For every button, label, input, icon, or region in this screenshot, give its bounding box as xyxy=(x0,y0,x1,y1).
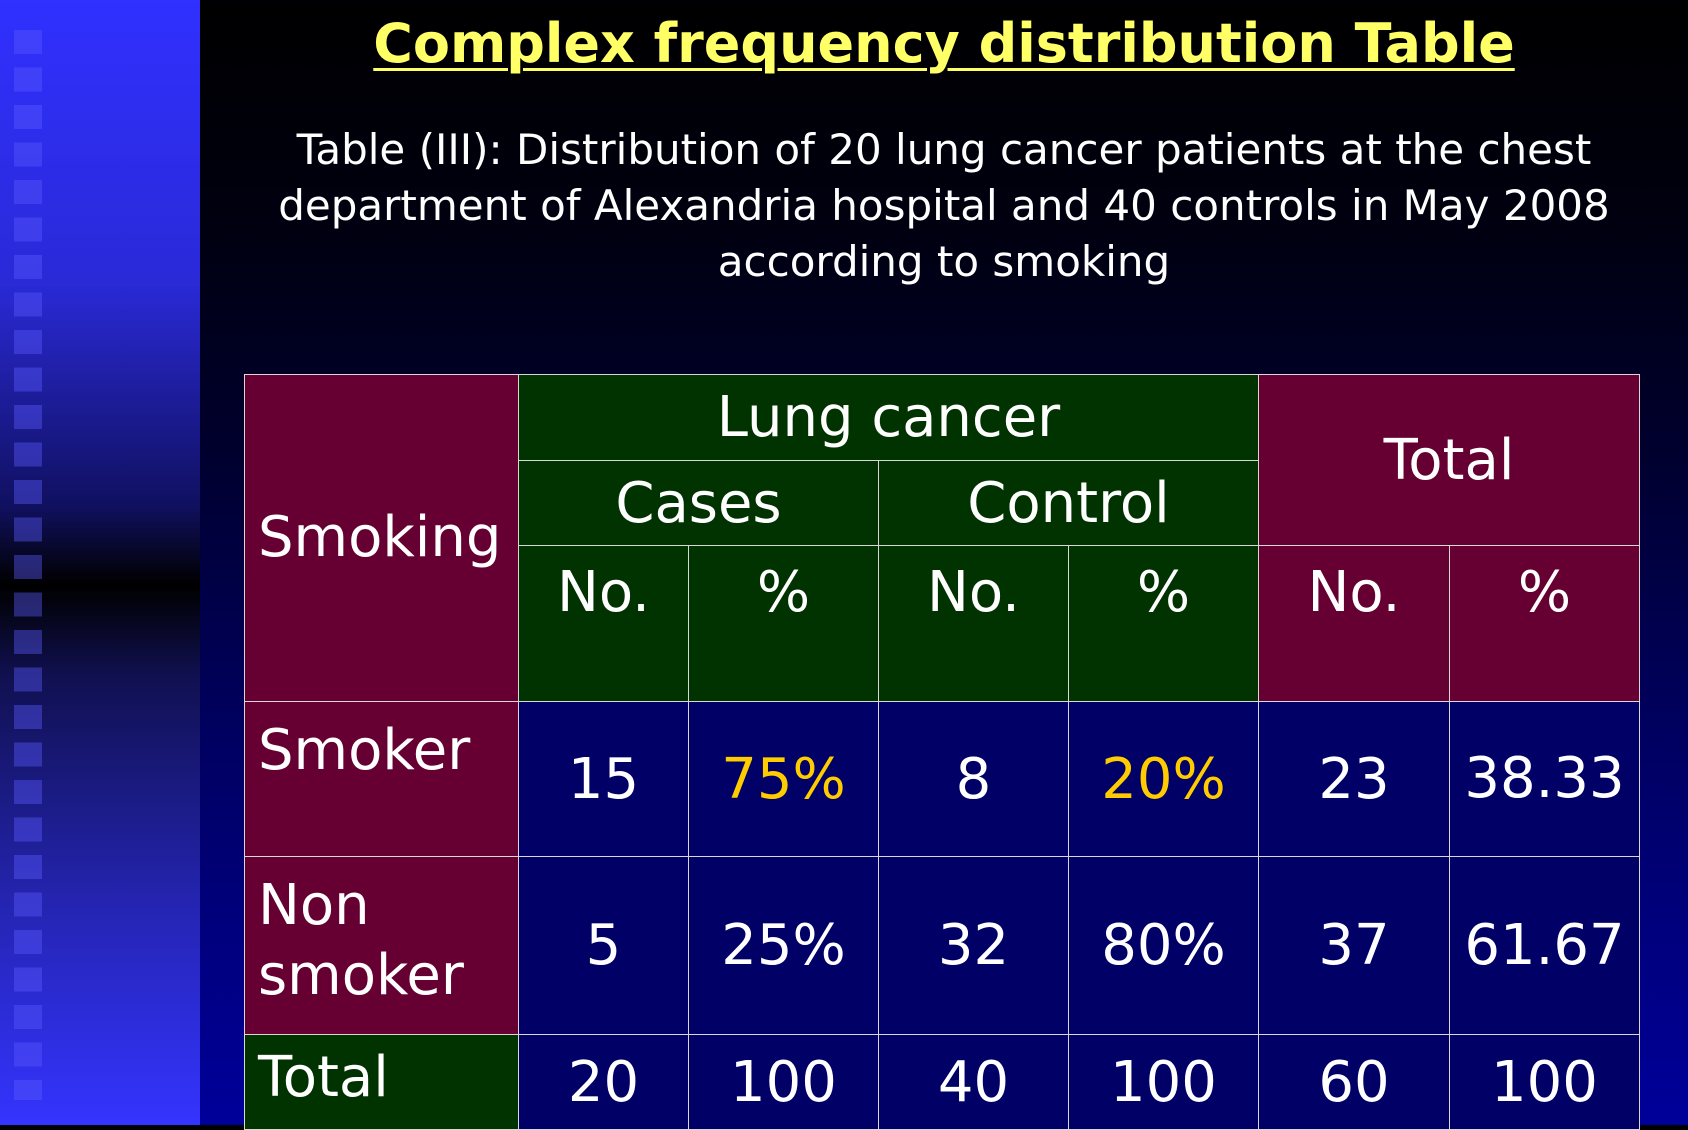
cell-smoker-control-pct: 20% xyxy=(1068,701,1259,857)
row-label-non-smoker: Non smoker xyxy=(244,856,519,1035)
cell-smoker-total-pct: 38.33 xyxy=(1449,701,1640,857)
header-lung-cancer: Lung cancer xyxy=(518,374,1259,461)
row-label-smoker: Smoker xyxy=(244,701,519,857)
table-row-total: Total 20 100 40 100 60 100 xyxy=(244,1034,1640,1130)
table-row-non-smoker: Non smoker 5 25% 32 80% 37 61.67 xyxy=(244,856,1640,1035)
frequency-table: Smoking Lung cancer Total Cases Control … xyxy=(244,374,1640,1130)
cell-smoker-cases-no: 15 xyxy=(518,701,689,857)
cell-smoker-total-no: 23 xyxy=(1258,701,1450,857)
cell-nonsmoker-total-no: 37 xyxy=(1258,856,1450,1035)
cell-nonsmoker-control-no: 32 xyxy=(878,856,1069,1035)
header-control-pct: % xyxy=(1068,545,1259,702)
cell-smoker-cases-pct: 75% xyxy=(688,701,879,857)
header-cases-pct: % xyxy=(688,545,879,702)
cell-nonsmoker-cases-no: 5 xyxy=(518,856,689,1035)
header-cases: Cases xyxy=(518,460,879,546)
table-caption: Table (III): Distribution of 20 lung can… xyxy=(278,125,1610,286)
header-total: Total xyxy=(1258,374,1640,546)
header-cases-no: No. xyxy=(518,545,689,702)
cell-nonsmoker-cases-pct: 25% xyxy=(688,856,879,1035)
slide-title: Complex frequency distribution Table xyxy=(373,12,1515,75)
cell-total-cases-no: 20 xyxy=(518,1034,689,1130)
cell-total-total-no: 60 xyxy=(1258,1034,1450,1130)
table-row-smoker: Smoker 15 75% 8 20% 23 38.33 xyxy=(244,701,1640,857)
cell-total-cases-pct: 100 xyxy=(688,1034,879,1130)
header-control-no: No. xyxy=(878,545,1069,702)
cell-total-control-no: 40 xyxy=(878,1034,1069,1130)
cell-smoker-control-no: 8 xyxy=(878,701,1069,857)
header-control: Control xyxy=(878,460,1259,546)
cell-total-total-pct: 100 xyxy=(1449,1034,1640,1130)
cell-nonsmoker-total-pct: 61.67 xyxy=(1449,856,1640,1035)
cell-nonsmoker-control-pct: 80% xyxy=(1068,856,1259,1035)
side-square-pattern xyxy=(14,30,44,1100)
row-label-total: Total xyxy=(244,1034,519,1130)
header-smoking: Smoking xyxy=(244,374,519,702)
side-decoration-band xyxy=(0,0,200,1125)
cell-total-control-pct: 100 xyxy=(1068,1034,1259,1130)
header-total-pct: % xyxy=(1449,545,1640,702)
header-total-no: No. xyxy=(1258,545,1450,702)
